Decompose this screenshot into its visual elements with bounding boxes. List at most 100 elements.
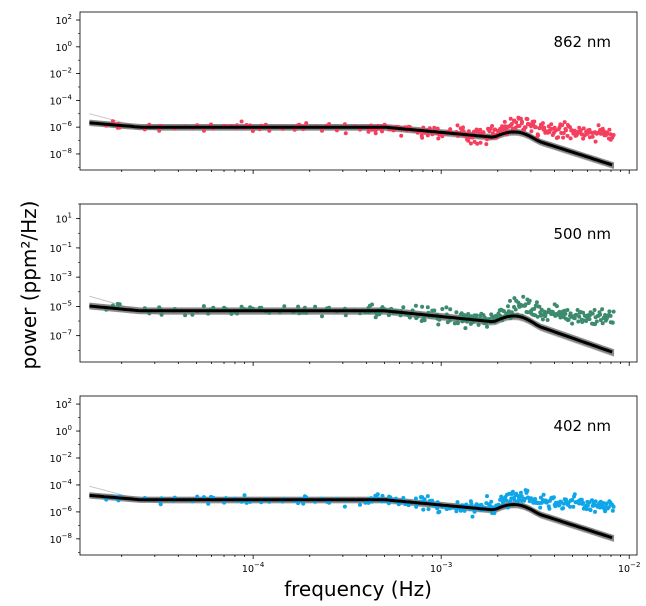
data-point: [572, 128, 577, 133]
data-point: [568, 504, 572, 509]
data-point: [435, 126, 440, 131]
data-point: [407, 315, 412, 320]
data-point: [581, 136, 586, 141]
data-point: [399, 133, 404, 138]
x-tick-label: 10−4: [242, 561, 265, 575]
best-fit-line: [89, 121, 613, 167]
data-point: [470, 514, 475, 519]
data-point: [592, 308, 597, 312]
data-point: [386, 501, 391, 506]
data-point: [420, 135, 425, 140]
data-point: [222, 500, 227, 505]
model-curve: [89, 120, 615, 164]
data-point: [575, 308, 580, 312]
data-point: [520, 119, 524, 124]
data-point: [267, 128, 272, 133]
model-curve: [89, 303, 615, 351]
data-point: [600, 307, 605, 312]
data-point: [518, 490, 523, 495]
data-point: [545, 318, 550, 322]
best-fit-line: [89, 493, 613, 540]
data-point: [375, 492, 380, 497]
data-point: [373, 131, 378, 136]
data-point: [461, 125, 465, 130]
data-point: [250, 129, 255, 133]
data-point: [534, 300, 539, 305]
data-point: [159, 312, 164, 317]
data-point: [366, 129, 371, 134]
data-point: [611, 309, 616, 314]
y-tick-label: 10−6: [50, 120, 73, 134]
data-point: [596, 123, 601, 128]
data-point: [538, 505, 543, 510]
data-point: [363, 500, 368, 505]
data-point: [104, 497, 109, 502]
y-tick-label: 10−4: [50, 93, 73, 107]
data-point: [455, 123, 460, 128]
y-tick-label: 101: [55, 212, 72, 226]
data-point: [537, 304, 542, 309]
data-point: [541, 492, 546, 497]
data-point: [440, 134, 445, 139]
data-point: [482, 315, 487, 320]
y-tick-label: 10−8: [50, 147, 72, 161]
data-point: [462, 508, 467, 513]
data-point: [508, 116, 513, 121]
data-point: [594, 319, 599, 324]
data-point: [320, 314, 324, 319]
data-point: [201, 495, 206, 500]
data-point: [553, 504, 558, 509]
data-point: [430, 132, 435, 137]
data-point: [581, 310, 586, 315]
data-point: [611, 133, 616, 137]
data-point: [547, 506, 552, 511]
data-point: [561, 506, 566, 511]
data-point: [380, 493, 385, 498]
data-point: [386, 313, 391, 318]
data-point: [610, 508, 615, 513]
data-point: [147, 311, 152, 316]
data-point: [259, 305, 264, 310]
panel-frame: [79, 11, 638, 171]
data-point: [201, 304, 206, 309]
data-point: [540, 317, 545, 322]
data-point: [576, 319, 581, 324]
data-point: [296, 304, 301, 309]
y-tick-label: 100: [55, 40, 72, 54]
data-point: [558, 315, 563, 320]
data-point: [579, 497, 584, 502]
data-point: [454, 509, 459, 514]
y-tick-label: 10−1: [50, 241, 72, 255]
data-point: [142, 306, 147, 311]
data-point: [327, 122, 332, 127]
y-tick-label: 100: [55, 424, 72, 438]
data-point: [590, 311, 595, 316]
data-point: [426, 507, 431, 512]
y-tick-label: 10−2: [50, 67, 72, 81]
data-point: [410, 308, 415, 313]
data-point: [478, 127, 483, 132]
data-point: [427, 126, 432, 131]
data-point: [518, 116, 523, 121]
data-point: [466, 129, 471, 134]
data-point: [476, 322, 481, 327]
data-point: [502, 119, 507, 124]
data-point: [492, 511, 497, 515]
data-point: [587, 317, 592, 322]
data-point: [475, 141, 480, 146]
data-point: [551, 495, 556, 500]
y-axis-title: power (ppm²/Hz): [17, 201, 41, 370]
data-point: [235, 311, 240, 316]
y-tick-label: 10−3: [50, 270, 72, 284]
data-point: [549, 122, 554, 127]
data-point: [523, 125, 528, 130]
data-point: [519, 494, 524, 499]
data-point: [380, 129, 384, 134]
data-point: [490, 124, 495, 128]
data-point: [584, 319, 589, 323]
data-point: [600, 321, 605, 326]
data-point: [437, 317, 442, 322]
data-point: [598, 312, 603, 317]
x-tick-label: 10−2: [618, 561, 640, 575]
data-point: [401, 305, 406, 310]
